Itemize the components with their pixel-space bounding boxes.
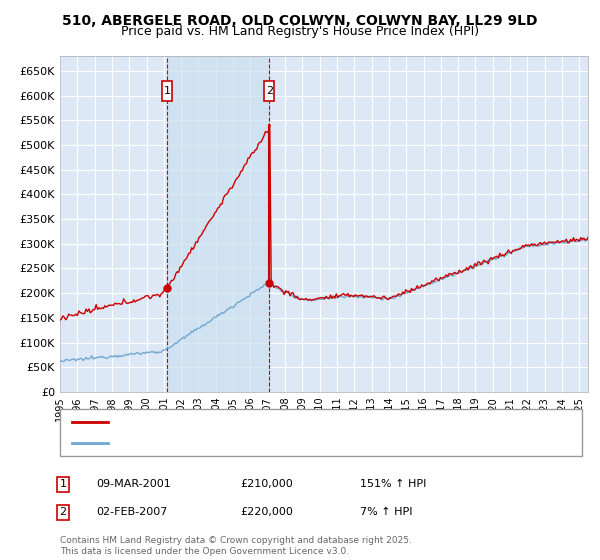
Text: 02-FEB-2007: 02-FEB-2007 [96, 507, 167, 517]
Bar [162, 81, 172, 101]
Bar [167, 56, 269, 392]
Bar [264, 81, 274, 101]
Text: 2: 2 [59, 507, 67, 517]
Text: 1: 1 [59, 479, 67, 489]
Text: HPI: Average price, detached house, Conwy: HPI: Average price, detached house, Conw… [114, 438, 342, 448]
Text: 7% ↑ HPI: 7% ↑ HPI [360, 507, 413, 517]
Text: £210,000: £210,000 [240, 479, 293, 489]
Text: 151% ↑ HPI: 151% ↑ HPI [360, 479, 427, 489]
Text: Contains HM Land Registry data © Crown copyright and database right 2025.
This d: Contains HM Land Registry data © Crown c… [60, 536, 412, 556]
Text: 510, ABERGELE ROAD, OLD COLWYN, COLWYN BAY, LL29 9LD (detached house): 510, ABERGELE ROAD, OLD COLWYN, COLWYN B… [114, 417, 529, 427]
Text: 2: 2 [266, 86, 273, 96]
Text: 1: 1 [163, 86, 170, 96]
Text: £220,000: £220,000 [240, 507, 293, 517]
Text: Price paid vs. HM Land Registry's House Price Index (HPI): Price paid vs. HM Land Registry's House … [121, 25, 479, 38]
Text: 09-MAR-2001: 09-MAR-2001 [96, 479, 171, 489]
Text: 510, ABERGELE ROAD, OLD COLWYN, COLWYN BAY, LL29 9LD: 510, ABERGELE ROAD, OLD COLWYN, COLWYN B… [62, 14, 538, 28]
